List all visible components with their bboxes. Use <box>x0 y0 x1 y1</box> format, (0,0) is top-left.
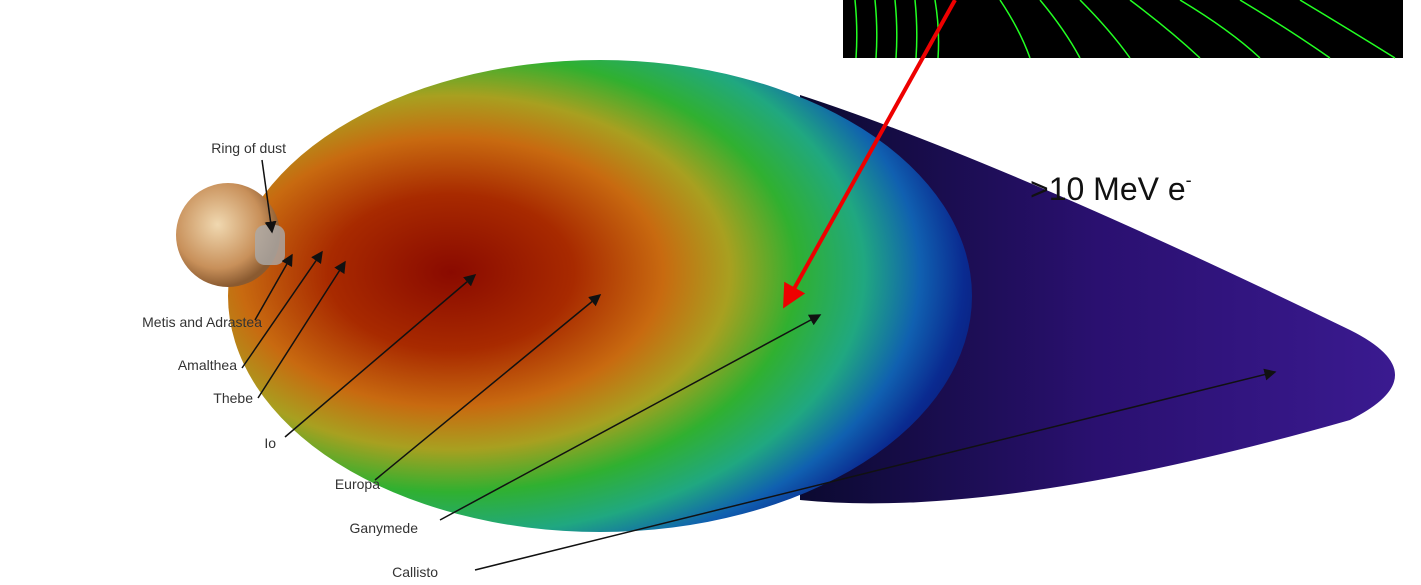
label: Europa <box>335 476 380 492</box>
energy-annotation: >10 MeV e- <box>1030 170 1192 207</box>
label: Thebe <box>213 390 253 406</box>
superscript: - <box>1186 170 1192 190</box>
label: Amalthea <box>178 357 237 373</box>
label: Callisto <box>392 564 438 580</box>
label: Io <box>264 435 276 451</box>
energy-text: >10 MeV e <box>1030 171 1186 207</box>
radiation-belt <box>228 60 972 532</box>
label: Metis and Adrastea <box>142 314 262 330</box>
dust-ring <box>255 225 285 265</box>
slide: Ring of dust Metis and Adrastea Amalthea… <box>0 0 1421 585</box>
label: Ganymede <box>350 520 419 536</box>
label: Ring of dust <box>211 140 286 156</box>
